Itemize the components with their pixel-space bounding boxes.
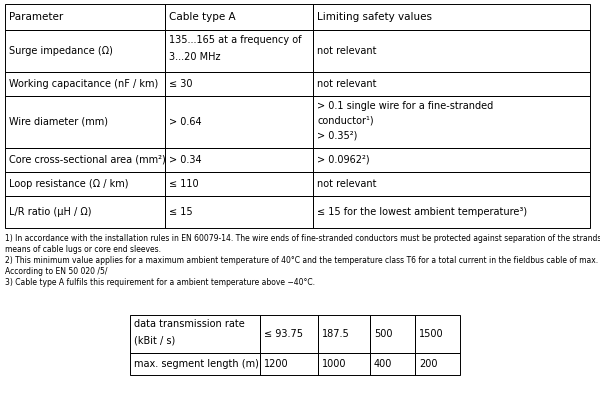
Bar — [165, 148, 313, 172]
Bar — [313, 4, 590, 30]
Text: 500: 500 — [374, 329, 392, 339]
Text: 135...165 at a frequency of: 135...165 at a frequency of — [169, 35, 302, 45]
Text: > 0.0962²): > 0.0962²) — [317, 155, 370, 165]
Bar — [260, 353, 318, 375]
Bar — [313, 72, 590, 96]
Bar — [130, 315, 260, 353]
Text: 200: 200 — [419, 359, 437, 369]
Text: 187.5: 187.5 — [322, 329, 350, 339]
Bar — [313, 172, 590, 196]
Text: 1) In accordance with the installation rules in EN 60079-14. The wire ends of fi: 1) In accordance with the installation r… — [5, 234, 600, 243]
Text: Wire diameter (mm): Wire diameter (mm) — [9, 117, 108, 127]
Bar — [415, 353, 460, 375]
Text: max. segment length (m): max. segment length (m) — [134, 359, 259, 369]
Bar — [318, 353, 370, 375]
Bar — [5, 96, 165, 148]
Bar — [313, 196, 590, 228]
Text: Limiting safety values: Limiting safety values — [317, 12, 432, 22]
Text: 1000: 1000 — [322, 359, 347, 369]
Text: not relevant: not relevant — [317, 179, 377, 189]
Bar — [260, 315, 318, 353]
Text: conductor¹): conductor¹) — [317, 116, 374, 126]
Bar — [5, 4, 165, 30]
Bar — [165, 30, 313, 72]
Text: > 0.1 single wire for a fine-stranded: > 0.1 single wire for a fine-stranded — [317, 101, 493, 111]
Text: Loop resistance (Ω / km): Loop resistance (Ω / km) — [9, 179, 128, 189]
Text: 1200: 1200 — [264, 359, 289, 369]
Bar — [5, 72, 165, 96]
Text: Surge impedance (Ω): Surge impedance (Ω) — [9, 46, 113, 56]
Bar — [415, 315, 460, 353]
Text: ≤ 110: ≤ 110 — [169, 179, 199, 189]
Bar — [5, 30, 165, 72]
Bar — [313, 30, 590, 72]
Text: means of cable lugs or core end sleeves.: means of cable lugs or core end sleeves. — [5, 245, 161, 254]
Text: Parameter: Parameter — [9, 12, 63, 22]
Text: 400: 400 — [374, 359, 392, 369]
Text: > 0.34: > 0.34 — [169, 155, 202, 165]
Bar — [5, 196, 165, 228]
Bar — [130, 353, 260, 375]
Text: not relevant: not relevant — [317, 79, 377, 89]
Text: 3...20 MHz: 3...20 MHz — [169, 52, 221, 62]
Text: Working capacitance (nF / km): Working capacitance (nF / km) — [9, 79, 158, 89]
Text: 2) This minimum value applies for a maximum ambient temperature of 40°C and the : 2) This minimum value applies for a maxi… — [5, 256, 600, 265]
Text: 3) Cable type A fulfils this requirement for a ambient temperature above −40°C.: 3) Cable type A fulfils this requirement… — [5, 278, 315, 287]
Text: ≤ 30: ≤ 30 — [169, 79, 193, 89]
Text: 1500: 1500 — [419, 329, 443, 339]
Bar — [165, 4, 313, 30]
Bar — [313, 96, 590, 148]
Text: According to EN 50 020 /5/: According to EN 50 020 /5/ — [5, 267, 107, 276]
Text: data transmission rate: data transmission rate — [134, 319, 245, 329]
Bar — [370, 353, 415, 375]
Text: L/R ratio (μH / Ω): L/R ratio (μH / Ω) — [9, 207, 91, 217]
Bar — [165, 96, 313, 148]
Text: Cable type A: Cable type A — [169, 12, 236, 22]
Bar — [318, 315, 370, 353]
Bar — [165, 72, 313, 96]
Text: > 0.64: > 0.64 — [169, 117, 202, 127]
Text: ≤ 15 for the lowest ambient temperature³): ≤ 15 for the lowest ambient temperature³… — [317, 207, 527, 217]
Bar — [165, 172, 313, 196]
Text: ≤ 93.75: ≤ 93.75 — [264, 329, 303, 339]
Bar — [5, 148, 165, 172]
Text: > 0.35²): > 0.35²) — [317, 131, 358, 141]
Text: ≤ 15: ≤ 15 — [169, 207, 193, 217]
Text: Core cross-sectional area (mm²): Core cross-sectional area (mm²) — [9, 155, 166, 165]
Bar — [370, 315, 415, 353]
Text: not relevant: not relevant — [317, 46, 377, 56]
Bar — [165, 196, 313, 228]
Bar — [5, 172, 165, 196]
Bar — [313, 148, 590, 172]
Text: (kBit / s): (kBit / s) — [134, 335, 175, 346]
